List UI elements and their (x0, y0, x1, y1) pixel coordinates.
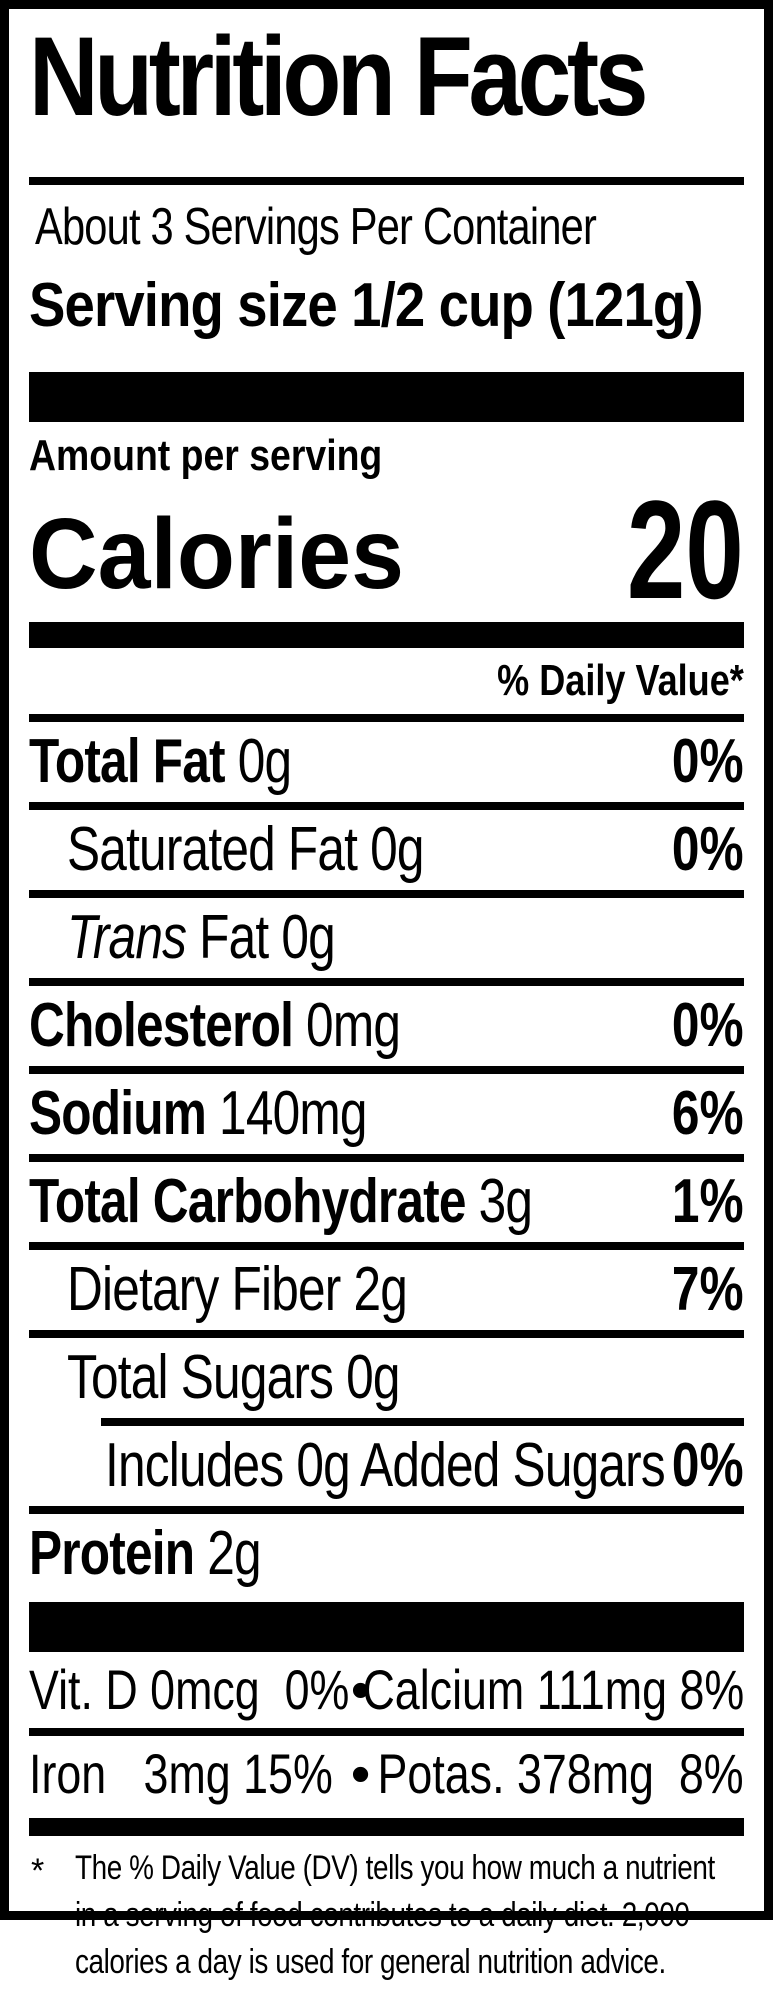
daily-value: 6% (672, 1079, 744, 1148)
nutrient-amount: Total Sugars 0g (67, 1343, 400, 1412)
vitamin-right: Calcium 111mg 8% (362, 1658, 744, 1721)
section-bar-protein (29, 1602, 744, 1652)
divider-under-title (29, 177, 744, 185)
nutrient-name-italic: Trans (67, 903, 187, 972)
footnote-line: calories a day is used for general nutri… (75, 1943, 666, 1981)
nutrient-row-sodium: Sodium 140mg 6% (29, 1074, 744, 1154)
nutrient-name: Total Fat (29, 727, 226, 796)
vitamin-row-iron-potassium: Iron 3mg 15% • Potas. 378mg 8% (29, 1736, 744, 1812)
section-bar-top (29, 372, 744, 422)
nutrient-row-total-carbohydrate: Total Carbohydrate 3g 1% (29, 1162, 744, 1242)
divider (29, 890, 744, 898)
nutrient-row-saturated-fat: Saturated Fat 0g 0% (29, 810, 744, 890)
calories-value: 20 (627, 471, 744, 628)
calories-label: Calories (29, 498, 404, 610)
nutrient-row-total-sugars: Total Sugars 0g (29, 1338, 744, 1418)
nutrient-row-protein: Protein 2g (29, 1514, 744, 1594)
divider (29, 1154, 744, 1162)
serving-size: Serving size 1/2 cup (121g) (29, 271, 704, 340)
footnote-line: in a serving of food contributes to a da… (75, 1896, 690, 1934)
label-title-text: Nutrition Facts (29, 14, 648, 139)
nutrient-amount: 3g (465, 1167, 533, 1236)
divider (29, 1506, 744, 1514)
divider (29, 978, 744, 986)
nutrient-row-total-fat: Total Fat 0g 0% (29, 722, 744, 802)
bullet-separator: • (350, 1742, 371, 1805)
daily-value: 1% (672, 1167, 744, 1236)
nutrient-row-added-sugars: Includes 0g Added Sugars 0% (29, 1426, 744, 1506)
nutrient-amount: 140mg (206, 1079, 367, 1148)
divider (29, 1728, 744, 1736)
vitamin-left: Iron 3mg 15% (29, 1742, 333, 1805)
bullet-separator: • (350, 1658, 371, 1721)
nutrient-amount: Fat 0g (186, 903, 336, 972)
divider (29, 1242, 744, 1250)
daily-value-header: % Daily Value* (497, 656, 744, 705)
amount-per-serving: Amount per serving (29, 431, 383, 480)
nutrient-row-trans-fat: Trans Fat 0g (29, 898, 744, 978)
nutrient-name: Total Carbohydrate (29, 1167, 466, 1236)
nutrient-amount: Includes 0g Added Sugars (105, 1431, 666, 1500)
footnote-asterisk: * (31, 1852, 45, 1890)
label-title: Nutrition Facts (29, 14, 744, 165)
daily-value: 7% (672, 1255, 744, 1324)
vitamin-row-d-calcium: Vit. D 0mcg 0% • Calcium 111mg 8% (29, 1652, 744, 1728)
nutrient-amount: 2g (194, 1519, 261, 1588)
nutrient-name: Sodium (29, 1079, 207, 1148)
divider (29, 1330, 744, 1338)
vitamin-right: Potas. 378mg 8% (377, 1742, 744, 1805)
divider (29, 714, 744, 722)
divider-indented (101, 1418, 744, 1426)
divider (29, 802, 744, 810)
daily-value: 0% (672, 727, 744, 796)
calories-row: Calories 20 (29, 471, 744, 628)
daily-value: 0% (672, 991, 744, 1060)
daily-value: 0% (672, 815, 744, 884)
section-bar-calories (29, 622, 744, 648)
nutrient-amount: Saturated Fat 0g (67, 815, 424, 884)
daily-value-footnote: * The % Daily Value (DV) tells you how m… (29, 1848, 744, 1989)
daily-value: 0% (672, 1431, 744, 1500)
nutrient-amount: 0mg (293, 991, 401, 1060)
vitamin-left: Vit. D 0mcg 0% (29, 1658, 350, 1721)
nutrient-name: Cholesterol (29, 991, 294, 1060)
nutrient-row-cholesterol: Cholesterol 0mg 0% (29, 986, 744, 1066)
nutrient-row-dietary-fiber: Dietary Fiber 2g 7% (29, 1250, 744, 1330)
servings-per-container: About 3 Servings Per Container (35, 198, 597, 256)
divider (29, 1066, 744, 1074)
footnote-line: The % Daily Value (DV) tells you how muc… (75, 1849, 715, 1887)
nutrient-amount: Dietary Fiber 2g (67, 1255, 408, 1324)
section-bar-footnote (29, 1818, 744, 1836)
nutrient-name: Protein (29, 1519, 195, 1588)
nutrient-amount: 0g (224, 727, 292, 796)
